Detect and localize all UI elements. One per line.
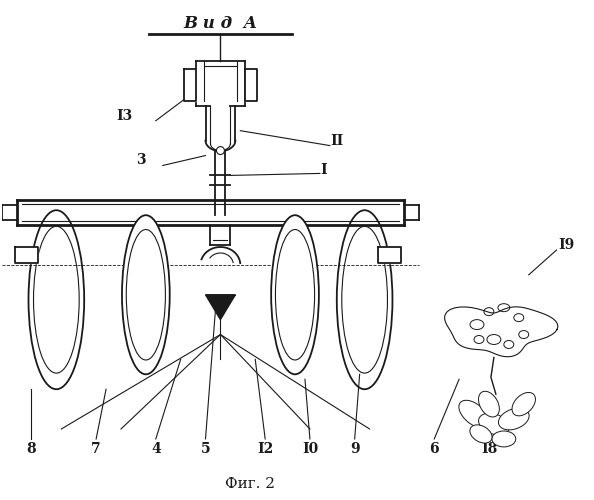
Ellipse shape xyxy=(512,392,535,416)
Ellipse shape xyxy=(470,425,492,443)
Ellipse shape xyxy=(479,392,500,417)
Ellipse shape xyxy=(122,215,170,374)
Polygon shape xyxy=(245,69,257,101)
Text: I8: I8 xyxy=(481,442,497,456)
Text: Фиг. 2: Фиг. 2 xyxy=(225,476,275,490)
Ellipse shape xyxy=(271,215,319,374)
Ellipse shape xyxy=(479,413,509,435)
Text: I0: I0 xyxy=(302,442,318,456)
Ellipse shape xyxy=(337,210,393,389)
Text: 8: 8 xyxy=(27,442,36,456)
Text: 6: 6 xyxy=(429,442,439,456)
Text: II: II xyxy=(330,134,343,147)
Polygon shape xyxy=(184,69,195,101)
Polygon shape xyxy=(444,307,558,356)
Ellipse shape xyxy=(498,408,529,430)
Text: I2: I2 xyxy=(257,442,273,456)
Ellipse shape xyxy=(29,210,84,389)
Circle shape xyxy=(216,146,225,154)
Text: I: I xyxy=(320,164,327,177)
Text: I9: I9 xyxy=(558,238,575,252)
Ellipse shape xyxy=(492,431,516,447)
Text: 3: 3 xyxy=(136,154,146,168)
Text: 5: 5 xyxy=(201,442,210,456)
Text: I3: I3 xyxy=(116,109,132,122)
Text: 9: 9 xyxy=(350,442,359,456)
Polygon shape xyxy=(206,294,235,320)
Text: 7: 7 xyxy=(91,442,101,456)
Polygon shape xyxy=(378,247,402,263)
Polygon shape xyxy=(15,247,39,263)
Ellipse shape xyxy=(459,400,489,428)
Text: 4: 4 xyxy=(151,442,160,456)
Text: В и д  А: В и д А xyxy=(184,15,257,32)
